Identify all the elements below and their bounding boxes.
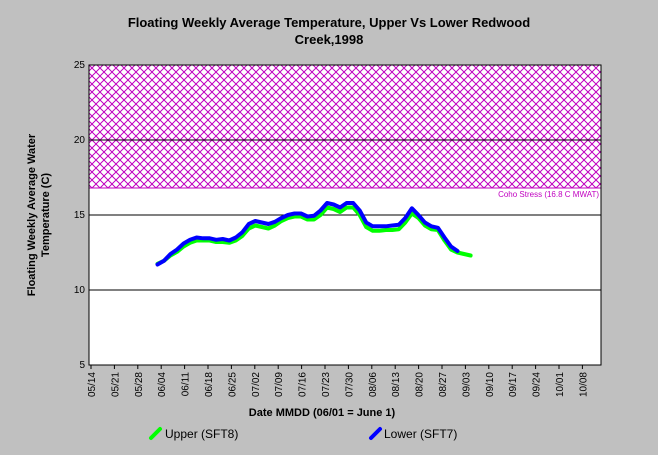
x-tick-label: 08/20 [415, 372, 426, 397]
chart-title-line1: Floating Weekly Average Temperature, Upp… [128, 15, 530, 30]
plot-frame [88, 64, 602, 366]
coho-stress-label: Coho Stress (16.8 C MWAT) [498, 190, 599, 199]
series-lines [155, 201, 473, 267]
x-axis-label: Date MMDD (06/01 = June 1) [249, 407, 396, 419]
x-tick-label: 06/25 [227, 372, 238, 397]
x-tick-label: 10/08 [578, 372, 589, 397]
x-axis-ticks: 05/14 05/21 05/28 06/04 06/11 06/18 06/25 07/02… [87, 365, 589, 397]
x-tick-label: 08/06 [368, 372, 379, 397]
legend-label-upper: Upper (SFT8) [165, 427, 238, 441]
y-tick-label: 10 [74, 285, 86, 296]
x-tick-label: 05/28 [134, 372, 145, 397]
coho-stress-band [89, 65, 601, 188]
y-tick-label: 15 [74, 210, 86, 221]
legend: Upper (SFT8) Lower (SFT7) [149, 427, 457, 441]
x-tick-label: 09/24 [532, 372, 543, 397]
chart-title-line2: Creek,1998 [295, 32, 364, 47]
x-tick-label: 05/21 [110, 372, 121, 397]
x-tick-label: 09/03 [461, 372, 472, 397]
y-axis-ticks: 5 10 15 20 25 [74, 60, 86, 371]
legend-label-lower: Lower (SFT7) [384, 427, 457, 441]
x-tick-label: 07/30 [344, 372, 355, 397]
x-tick-label: 08/13 [391, 372, 402, 397]
x-tick-label: 10/01 [555, 372, 566, 397]
x-tick-label: 07/09 [274, 372, 285, 397]
series-line-lower [155, 201, 460, 267]
x-tick-label: 06/04 [157, 372, 168, 397]
y-tick-label: 20 [74, 135, 86, 146]
x-tick-label: 05/14 [87, 372, 98, 397]
x-tick-label: 07/23 [321, 372, 332, 397]
x-tick-label: 09/10 [485, 372, 496, 397]
y-gridlines [89, 139, 601, 291]
x-tick-label: 07/02 [251, 372, 262, 397]
x-tick-label: 07/16 [298, 372, 309, 397]
x-tick-label: 06/11 [181, 372, 192, 397]
y-axis-label-line1: Floating Weekly Average Water [26, 133, 38, 296]
x-tick-label: 08/27 [438, 372, 449, 397]
legend-swatch-upper [149, 427, 162, 440]
y-tick-label: 5 [79, 360, 85, 371]
y-axis-label-line2: Temperature (C) [40, 173, 52, 257]
legend-swatch-lower [369, 427, 382, 440]
x-tick-label: 09/17 [508, 372, 519, 397]
x-tick-label: 06/18 [204, 372, 215, 397]
y-tick-label: 25 [74, 60, 86, 71]
